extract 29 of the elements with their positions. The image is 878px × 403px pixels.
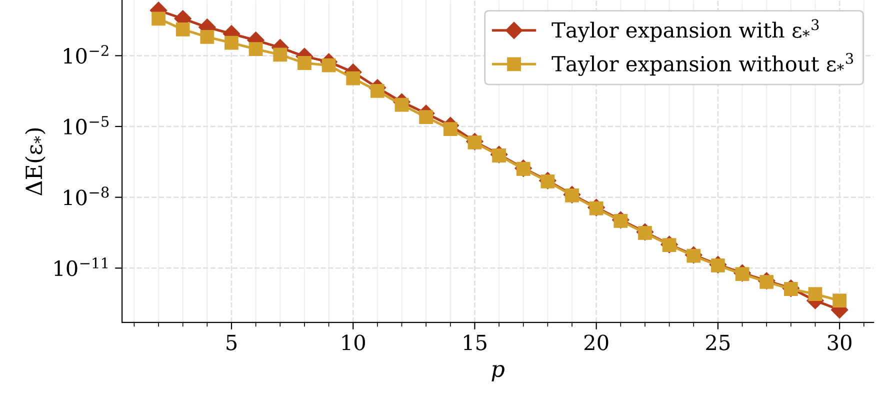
point xyxy=(200,30,214,44)
x-tick-label: 20 xyxy=(584,334,608,350)
y-tick-label: 10$^{−8}$ xyxy=(64,186,109,206)
point xyxy=(370,84,384,98)
x-tick-label: 25 xyxy=(706,334,730,350)
point xyxy=(443,122,458,136)
point xyxy=(176,22,190,36)
legend-label: Taylor expansion without ε$_{*}$$^{3}$ xyxy=(552,52,854,76)
point xyxy=(273,48,288,62)
point xyxy=(224,36,238,50)
point xyxy=(808,287,822,302)
x-tick-label: 10 xyxy=(342,334,365,350)
x-axis-title: p xyxy=(492,364,504,382)
x-tick-label: 5 xyxy=(226,334,237,350)
point xyxy=(832,294,847,308)
y-tick-label: 10$^{−5}$ xyxy=(64,116,109,135)
point xyxy=(298,56,312,70)
x-tick-label: 15 xyxy=(464,334,486,350)
point xyxy=(152,12,166,26)
x-tick-label: 30 xyxy=(828,334,852,350)
point xyxy=(248,42,263,56)
point xyxy=(346,71,360,86)
legend-label: Taylor expansion with ε$_{*}$$^{3}$ xyxy=(552,19,819,42)
y-tick-label: 10$^{−2}$ xyxy=(64,45,108,64)
point xyxy=(322,58,336,72)
point xyxy=(394,98,409,112)
y-tick-label: 10$^{−11}$ xyxy=(54,257,108,276)
point xyxy=(419,110,434,124)
y-axis-title: ΔE(ε$_{*}$) xyxy=(25,128,46,196)
